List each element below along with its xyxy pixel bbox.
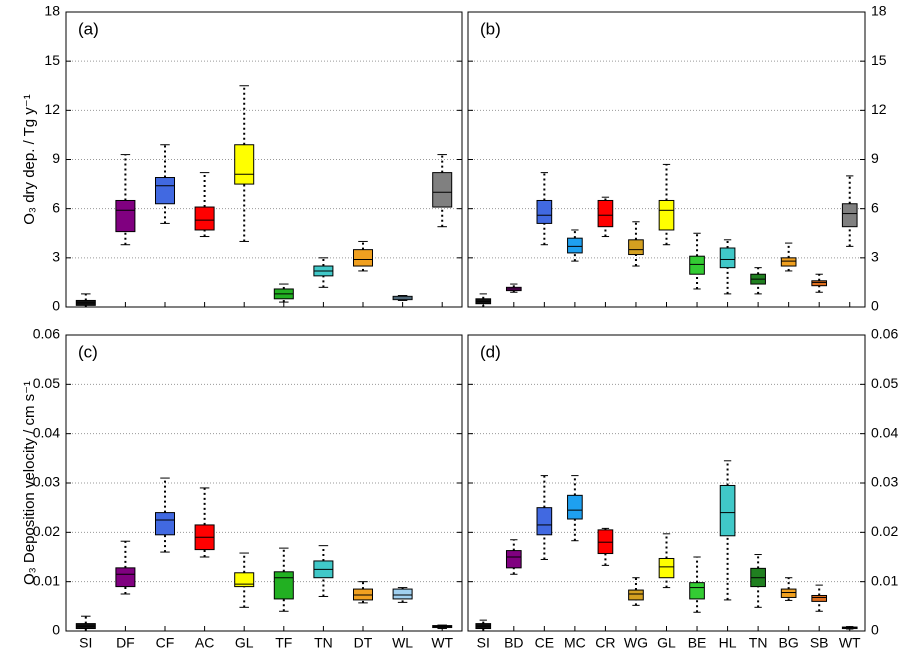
x-tick-label: WT xyxy=(839,635,861,651)
y-tick-label: 0 xyxy=(52,622,60,638)
box xyxy=(567,237,583,254)
y-tick-label: 0.02 xyxy=(33,523,60,539)
y-tick-label: 15 xyxy=(44,52,60,68)
y-tick-label: 12 xyxy=(44,101,60,117)
box xyxy=(234,144,255,185)
x-tick-label: BE xyxy=(688,635,707,651)
box xyxy=(719,247,736,269)
box xyxy=(536,199,553,224)
box xyxy=(154,177,176,205)
box xyxy=(597,199,614,228)
y-tick-label: 9 xyxy=(871,150,879,166)
box xyxy=(689,255,705,275)
box xyxy=(628,239,644,256)
y-tick-label: 0.05 xyxy=(33,375,60,391)
x-tick-label: WG xyxy=(624,635,648,651)
y-axis-label: O₃ dry dep. / Tg y⁻¹ xyxy=(21,94,38,224)
x-tick-label: WL xyxy=(392,635,413,651)
y-tick-label: 0.01 xyxy=(871,572,898,588)
y-tick-label: 12 xyxy=(871,101,887,117)
box xyxy=(628,589,644,601)
box xyxy=(273,571,294,600)
plot-frame xyxy=(65,11,463,308)
box xyxy=(841,203,858,228)
panel-label: (d) xyxy=(480,342,501,361)
y-tick-label: 0.03 xyxy=(33,474,60,490)
box xyxy=(234,572,255,588)
x-tick-label: TF xyxy=(275,635,292,651)
box xyxy=(194,206,215,231)
y-tick-label: 9 xyxy=(52,150,60,166)
box xyxy=(780,257,797,267)
y-tick-label: 0 xyxy=(52,298,60,314)
x-tick-label: CE xyxy=(535,635,554,651)
y-tick-label: 18 xyxy=(871,3,887,19)
box xyxy=(432,172,453,208)
y-tick-label: 0.06 xyxy=(33,326,60,342)
box xyxy=(811,280,828,287)
y-axis-label: O₃ Deposition velocity / cm s⁻¹ xyxy=(21,381,38,585)
panel-label: (b) xyxy=(480,19,501,38)
x-tick-label: SI xyxy=(79,635,92,651)
y-tick-label: 3 xyxy=(52,249,60,265)
box xyxy=(689,582,705,600)
x-tick-label: CR xyxy=(595,635,615,651)
x-tick-label: CF xyxy=(156,635,175,651)
panel-label: (a) xyxy=(78,19,99,38)
y-tick-label: 0.05 xyxy=(871,375,898,391)
x-tick-label: BD xyxy=(504,635,523,651)
box xyxy=(154,512,176,536)
y-tick-label: 0.02 xyxy=(871,523,898,539)
box xyxy=(811,594,828,602)
box xyxy=(392,588,413,600)
box xyxy=(536,507,553,536)
x-tick-label: SI xyxy=(477,635,490,651)
x-tick-label: DT xyxy=(354,635,373,651)
y-tick-label: 0.04 xyxy=(33,424,60,440)
box xyxy=(115,567,136,588)
box xyxy=(780,588,797,598)
y-tick-label: 15 xyxy=(871,52,887,68)
y-tick-label: 18 xyxy=(44,3,60,19)
box xyxy=(719,484,736,537)
box xyxy=(505,550,522,569)
y-tick-label: 0.01 xyxy=(33,572,60,588)
plot-frame xyxy=(65,334,463,632)
x-tick-label: BG xyxy=(779,635,799,651)
y-tick-label: 3 xyxy=(871,249,879,265)
box xyxy=(658,199,675,231)
y-tick-label: 0 xyxy=(871,298,879,314)
x-tick-label: MC xyxy=(564,635,586,651)
y-tick-label: 0 xyxy=(871,622,879,638)
box xyxy=(567,494,583,520)
box xyxy=(658,557,675,579)
box xyxy=(115,199,136,233)
y-tick-label: 0.04 xyxy=(871,424,898,440)
box xyxy=(352,249,374,267)
x-tick-label: WT xyxy=(431,635,453,651)
x-tick-label: HL xyxy=(719,635,737,651)
y-tick-label: 6 xyxy=(871,199,879,215)
x-tick-label: AC xyxy=(195,635,214,651)
x-tick-label: DF xyxy=(116,635,135,651)
x-tick-label: GL xyxy=(657,635,676,651)
x-tick-label: TN xyxy=(314,635,333,651)
x-tick-label: GL xyxy=(235,635,254,651)
x-tick-label: TN xyxy=(749,635,768,651)
y-tick-label: 0.06 xyxy=(871,326,898,342)
panel-label: (c) xyxy=(78,342,98,361)
x-tick-label: SB xyxy=(810,635,829,651)
y-tick-label: 0.03 xyxy=(871,474,898,490)
y-tick-label: 6 xyxy=(52,199,60,215)
